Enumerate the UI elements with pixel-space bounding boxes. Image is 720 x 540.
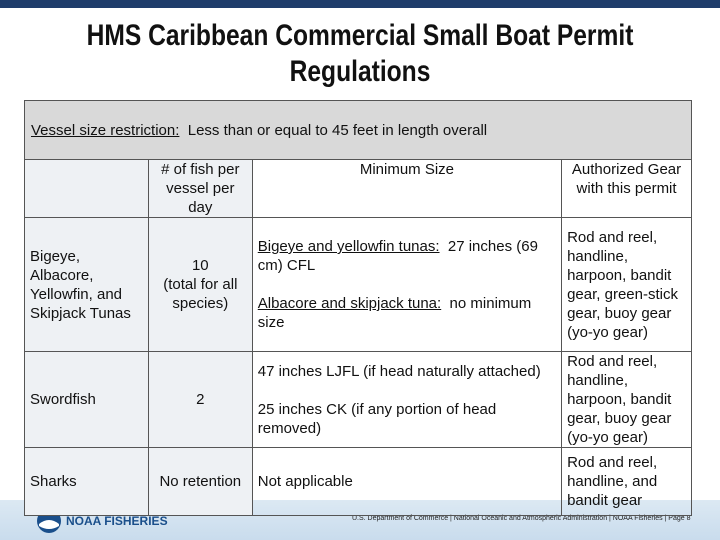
caption-text: Less than or equal to 45 feet in length … [187, 121, 488, 139]
header-cell: Authorized Gear with this permit [561, 159, 692, 218]
species-cell: Swordfish [24, 351, 149, 448]
fish-note: (total for all species) [163, 276, 238, 312]
fish-cell: No retention [147, 447, 253, 516]
caption-row: Vessel size restriction: Less than or eq… [24, 100, 692, 160]
table-row: Bigeye, Albacore, Yellowfin, and Skipjac… [24, 217, 692, 352]
gear-cell: Rod and reel, handline, and bandit gear [561, 447, 692, 516]
size-cell: Not applicable [251, 447, 563, 516]
size-cell: Bigeye and yellowfin tunas: 27 inches (6… [251, 217, 563, 352]
size-text: Not applicable [257, 473, 353, 490]
caption-label: Vessel size restriction: [31, 121, 180, 139]
header-cell: # of fish per vessel per day [147, 159, 253, 218]
species-cell: Bigeye, Albacore, Yellowfin, and Skipjac… [24, 217, 149, 352]
species-cell: Sharks [24, 447, 149, 516]
size-item: Bigeye and yellowfin tunas: 27 inches (6… [258, 237, 556, 275]
logo-text: NOAA FISHERIES [66, 514, 168, 528]
size-label: Bigeye and yellowfin tunas: [257, 238, 440, 255]
size-item: Albacore and skipjack tuna: no minimum s… [258, 294, 556, 332]
size-cell: 47 inches LJFL (if head naturally attach… [251, 351, 563, 448]
footer-text: U.S. Department of Commerce | National O… [352, 515, 691, 522]
table-row: Sharks No retention Not applicable Rod a… [24, 447, 692, 516]
top-bar [0, 0, 720, 8]
gear-cell: Rod and reel, handline, harpoon, bandit … [561, 217, 692, 352]
fish-cell: 10 (total for all species) [147, 217, 253, 352]
fish-count: 10 [191, 257, 209, 274]
size-text: 47 inches LJFL (if head naturally attach… [257, 362, 541, 380]
fish-cell: 2 [147, 351, 253, 448]
table-row: Swordfish 2 47 inches LJFL (if head natu… [24, 351, 692, 448]
gear-cell: Rod and reel, handline, harpoon, bandit … [561, 351, 692, 448]
regulations-table: Vessel size restriction: Less than or eq… [24, 100, 692, 516]
size-text: no minimum size [257, 295, 532, 331]
header-row: # of fish per vessel per day Minimum Siz… [24, 159, 692, 218]
caption-cell: Vessel size restriction: Less than or eq… [24, 100, 692, 160]
size-label: Albacore and skipjack tuna: [257, 295, 442, 312]
header-cell [24, 159, 149, 218]
header-cell: Minimum Size [251, 159, 563, 218]
size-text: 27 inches (69 cm) CFL [257, 238, 538, 274]
size-text: 25 inches CK (if any portion of head rem… [257, 400, 497, 437]
slide-title: HMS Caribbean Commercial Small Boat Perm… [86, 19, 634, 88]
